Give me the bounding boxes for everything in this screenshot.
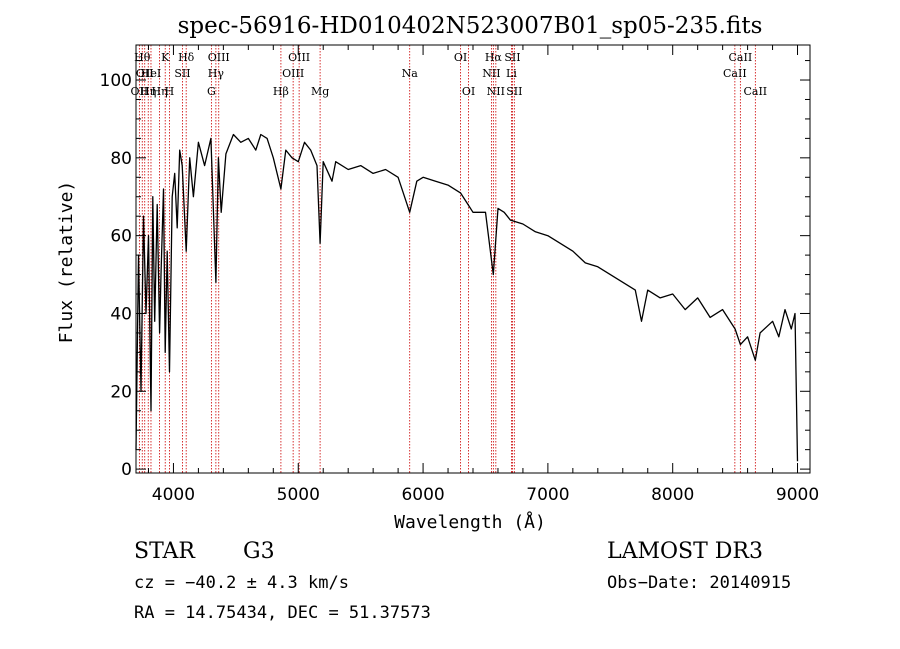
survey-name: LAMOST DR3 [607,539,763,564]
y-tick-label-1: 20 [110,382,132,402]
line-label-23: Li [506,67,517,80]
y-axis-label: Flux (relative) [56,181,77,344]
line-label-27: CaII [729,51,753,64]
line-label-5: Hη [151,85,167,98]
line-label-24: SII [504,51,520,64]
line-label-12: OIII [208,51,230,64]
line-label-7: H [165,85,175,98]
spectral-subclass: G3 [243,539,275,564]
x-tick-label-3: 7000 [526,485,569,505]
y-tick-label-5: 100 [100,71,132,91]
line-label-1: Hθ [134,51,151,64]
line-label-15: OIII [288,51,310,64]
x-tick-label-5: 9000 [776,485,819,505]
line-label-14: OIII [282,67,304,80]
x-tick-label-4: 8000 [651,485,694,505]
y-tick-label-4: 80 [110,149,132,169]
line-label-26: CaII [723,67,747,80]
line-label-17: Na [402,67,419,80]
line-label-18: OI [454,51,467,64]
line-label-16: Mg [311,85,329,98]
spectral-line-markers [138,45,756,473]
line-label-25: SII [506,85,522,98]
chart-title: spec-56916-HD010402N523007B01_sp05-235.f… [178,13,763,39]
line-label-28: CaII [743,85,767,98]
observation-date: Obs−Date: 20140915 [607,573,792,593]
x-tick-label-2: 6000 [401,485,444,505]
line-label-21: Hα [485,51,503,64]
plot-frame [135,44,811,474]
line-label-10: G [207,85,216,98]
x-axis-label: Wavelength (Å) [394,511,546,533]
spectrum-series-line [135,133,799,462]
line-label-13: Hβ [273,85,289,98]
y-axis: 0 20 40 60 80 100 [100,60,810,480]
line-label-20: NII [482,67,500,80]
line-label-2: OII [136,67,154,80]
line-label-3: Hη [140,85,156,98]
line-label-9: Hδ [178,51,195,64]
line-label-19: OI [462,85,475,98]
line-label-22: NII [487,85,505,98]
y-tick-label-3: 60 [110,227,132,247]
line-label-4: HeI [141,67,161,80]
line-label-0: OII [131,85,149,98]
line-label-6: K [161,51,170,64]
y-tick-label-2: 40 [110,304,132,324]
x-tick-label-0: 4000 [152,485,195,505]
x-axis: 4000 5000 6000 7000 8000 9000 [147,45,819,505]
line-label-8: SII [174,67,190,80]
redshift-cz: cz = −40.2 ± 4.3 km/s [134,573,349,593]
x-tick-label-1: 5000 [277,485,320,505]
spectral-line-labels: OIIHθOIIHηHeIHηKHSIIHδGHγOIIIHβOIIIOIIIM… [131,51,768,98]
object-type: STAR [134,539,195,564]
y-tick-label-0: 0 [121,460,132,480]
line-label-11: Hγ [208,67,225,80]
ra-dec-coordinates: RA = 14.75434, DEC = 51.37573 [134,603,431,623]
